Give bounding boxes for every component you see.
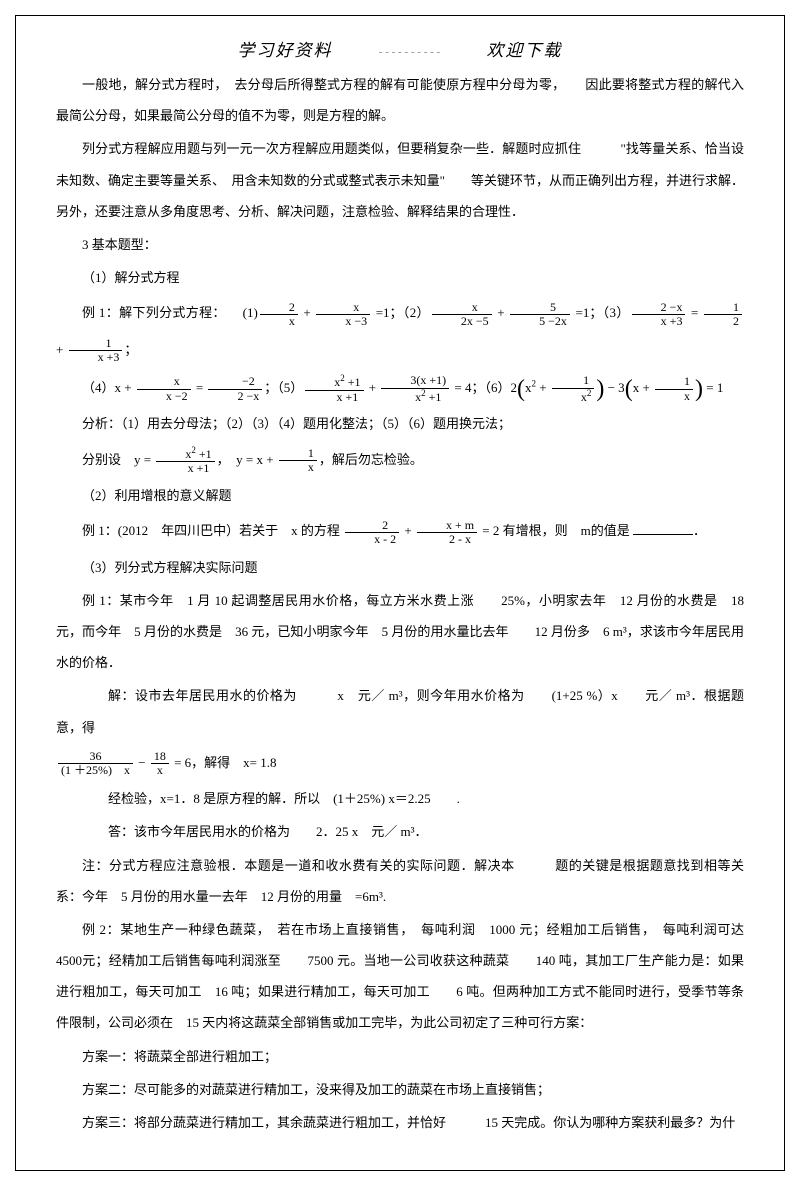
subsection-3: （3）列分式方程解决实际问题 bbox=[56, 552, 744, 583]
page-header: 学习好资料 - - - - - - - - - - 欢迎下载 bbox=[56, 36, 744, 61]
example-2: 例 1：(2012 年四川巴中）若关于 x 的方程 2x - 2 + x + m… bbox=[56, 513, 744, 549]
paragraph-intro-2: 列分式方程解应用题与列一元一次方程解应用题类似，但要稍复杂一些．解题时应抓住 "… bbox=[56, 133, 744, 227]
header-right: 欢迎下载 bbox=[486, 36, 562, 61]
answer-blank bbox=[633, 522, 693, 535]
header-divider: - - - - - - - - - - bbox=[379, 46, 440, 58]
solution-answer: 答：该市今年居民用水的价格为 2．25 x 元／ m³． bbox=[56, 816, 744, 847]
example-1-equations-cont: （4）x + xx −2 = −22 −x；（5）x2 +1x +1 + 3(x… bbox=[56, 370, 744, 406]
example-3: 例 1：某市今年 1 月 10 起调整居民用水价格，每立方米水费上涨 25%，小… bbox=[56, 585, 744, 679]
analysis: 分析：（1）用去分母法；（2）（3）（4）题用化整法；（5）（6）题用换元法； bbox=[56, 408, 744, 439]
example-4: 例 2：某地生产一种绿色蔬菜， 若在市场上直接销售， 每吨利润 1000 元；经… bbox=[56, 914, 744, 1039]
plan-1: 方案一：将蔬菜全部进行粗加工； bbox=[56, 1041, 744, 1072]
paragraph-intro-1: 一般地，解分式方程时， 去分母后所得整式方程的解有可能使原方程中分母为零， 因此… bbox=[56, 69, 744, 131]
header-left: 学习好资料 bbox=[238, 36, 333, 61]
example-1-label: 例 1：解下列分式方程： bbox=[82, 305, 226, 320]
plan-3: 方案三：将部分蔬菜进行精加工，其余蔬菜进行粗加工，并恰好 15 天完成。你认为哪… bbox=[56, 1107, 744, 1138]
example-1-equations: 例 1：解下列分式方程： (1)2x + xx −3 =1；（2）x2x −5 … bbox=[56, 295, 744, 368]
section-heading: 3 基本题型： bbox=[56, 229, 744, 260]
solution-equation: 36(1 ＋25%) x − 18x = 6，解得 x= 1.8 bbox=[56, 745, 744, 781]
solution-setup: 解：设市去年居民用水的价格为 x 元／ m³，则今年用水价格为 (1+25 %）… bbox=[56, 680, 744, 742]
solution-note: 注：分式方程应注意验根．本题是一道和收水费有关的实际问题．解决本 题的关键是根据… bbox=[56, 850, 744, 912]
subsection-1: （1）解分式方程 bbox=[56, 262, 744, 293]
subsection-2: （2）利用增根的意义解题 bbox=[56, 480, 744, 511]
solution-verify: 经检验，x=1．8 是原方程的解．所以 (1＋25%) x＝2.25 . bbox=[56, 783, 744, 814]
substitution: 分别设 y = x2 +1x +1， y = x + 1x，解后勿忘检验。 bbox=[56, 442, 744, 478]
plan-2: 方案二：尽可能多的对蔬菜进行精加工，没来得及加工的蔬菜在市场上直接销售； bbox=[56, 1074, 744, 1105]
document-body: 一般地，解分式方程时， 去分母后所得整式方程的解有可能使原方程中分母为零， 因此… bbox=[56, 69, 744, 1138]
